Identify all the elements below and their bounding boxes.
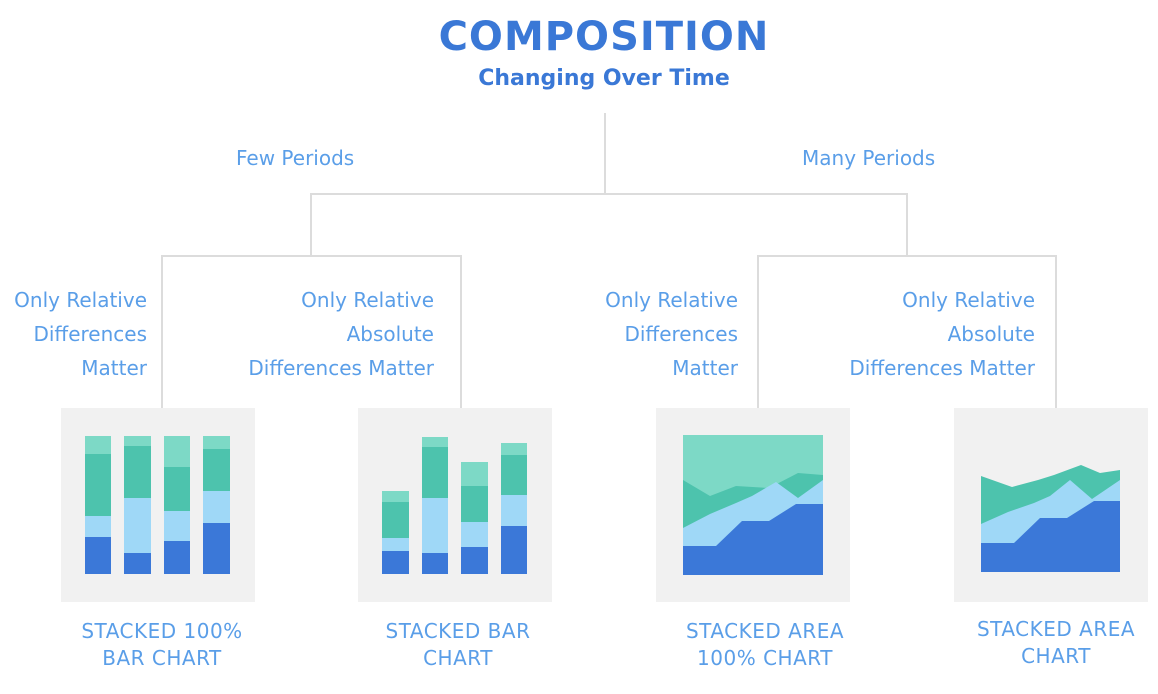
bar-2 xyxy=(422,437,448,574)
branch-few-periods: Few Periods xyxy=(236,146,355,170)
caption-line: CHART xyxy=(423,646,493,670)
stacked-area-chart-icon xyxy=(954,408,1148,602)
area-bottom-layer xyxy=(683,504,823,575)
diagram-title: COMPOSITION xyxy=(438,14,770,60)
leaf-label-line: Absolute xyxy=(947,322,1035,346)
bar-1 xyxy=(382,491,409,574)
connector-root-vertical xyxy=(604,113,606,194)
connector-few-vertical xyxy=(310,193,312,257)
diagram-subtitle: Changing Over Time xyxy=(478,66,730,91)
leaf-label-1: Only Relative Differences Matter xyxy=(0,283,147,385)
connector-many-horizontal xyxy=(757,255,1057,257)
connector-leaf-2 xyxy=(460,255,462,408)
connector-level1-horizontal xyxy=(310,193,908,195)
connector-few-horizontal xyxy=(161,255,462,257)
caption-stacked-area-100-chart: STACKED AREA 100% CHART xyxy=(645,618,885,672)
stacked-area-100-chart-icon xyxy=(656,408,850,602)
leaf-label-line: Only Relative xyxy=(902,288,1035,312)
connector-leaf-1 xyxy=(161,255,163,408)
leaf-label-line: Differences xyxy=(33,322,147,346)
bar-4 xyxy=(501,443,527,574)
caption-stacked-100-bar-chart: STACKED 100% BAR CHART xyxy=(42,618,282,672)
leaf-label-3: Only Relative Differences Matter xyxy=(438,283,738,385)
caption-line: STACKED 100% xyxy=(81,619,243,643)
bar-1 xyxy=(85,436,111,574)
leaf-label-4: Only Relative Absolute Differences Matte… xyxy=(735,283,1035,385)
connector-many-vertical xyxy=(906,193,908,257)
leaf-label-line: Absolute xyxy=(346,322,434,346)
branch-many-periods: Many Periods xyxy=(802,146,936,170)
stacked-bar-chart-icon xyxy=(358,408,552,602)
stacked-100-bar-chart-icon xyxy=(61,408,255,602)
caption-stacked-area-chart: STACKED AREA CHART xyxy=(936,616,1158,670)
bar-3 xyxy=(461,462,488,574)
caption-line: 100% CHART xyxy=(697,646,833,670)
caption-line: CHART xyxy=(1021,644,1091,668)
caption-stacked-bar-chart: STACKED BAR CHART xyxy=(338,618,578,672)
leaf-label-line: Matter xyxy=(672,356,738,380)
leaf-label-line: Matter xyxy=(81,356,147,380)
leaf-label-line: Differences xyxy=(624,322,738,346)
leaf-label-line: Only Relative xyxy=(301,288,434,312)
caption-line: BAR CHART xyxy=(102,646,222,670)
leaf-label-2: Only Relative Absolute Differences Matte… xyxy=(134,283,434,385)
connector-leaf-4 xyxy=(1055,255,1057,408)
bar-4 xyxy=(203,436,230,574)
connector-leaf-3 xyxy=(757,255,759,408)
area-bottom-layer xyxy=(981,501,1120,572)
caption-line: STACKED AREA xyxy=(685,619,845,643)
caption-line: STACKED BAR xyxy=(385,619,531,643)
bar-2 xyxy=(124,436,151,574)
leaf-label-line: Only Relative xyxy=(605,288,738,312)
bar-3 xyxy=(164,436,190,574)
leaf-label-line: Only Relative xyxy=(14,288,147,312)
leaf-label-line: Differences Matter xyxy=(248,356,434,380)
caption-line: STACKED AREA xyxy=(976,617,1136,641)
leaf-label-line: Differences Matter xyxy=(849,356,1035,380)
